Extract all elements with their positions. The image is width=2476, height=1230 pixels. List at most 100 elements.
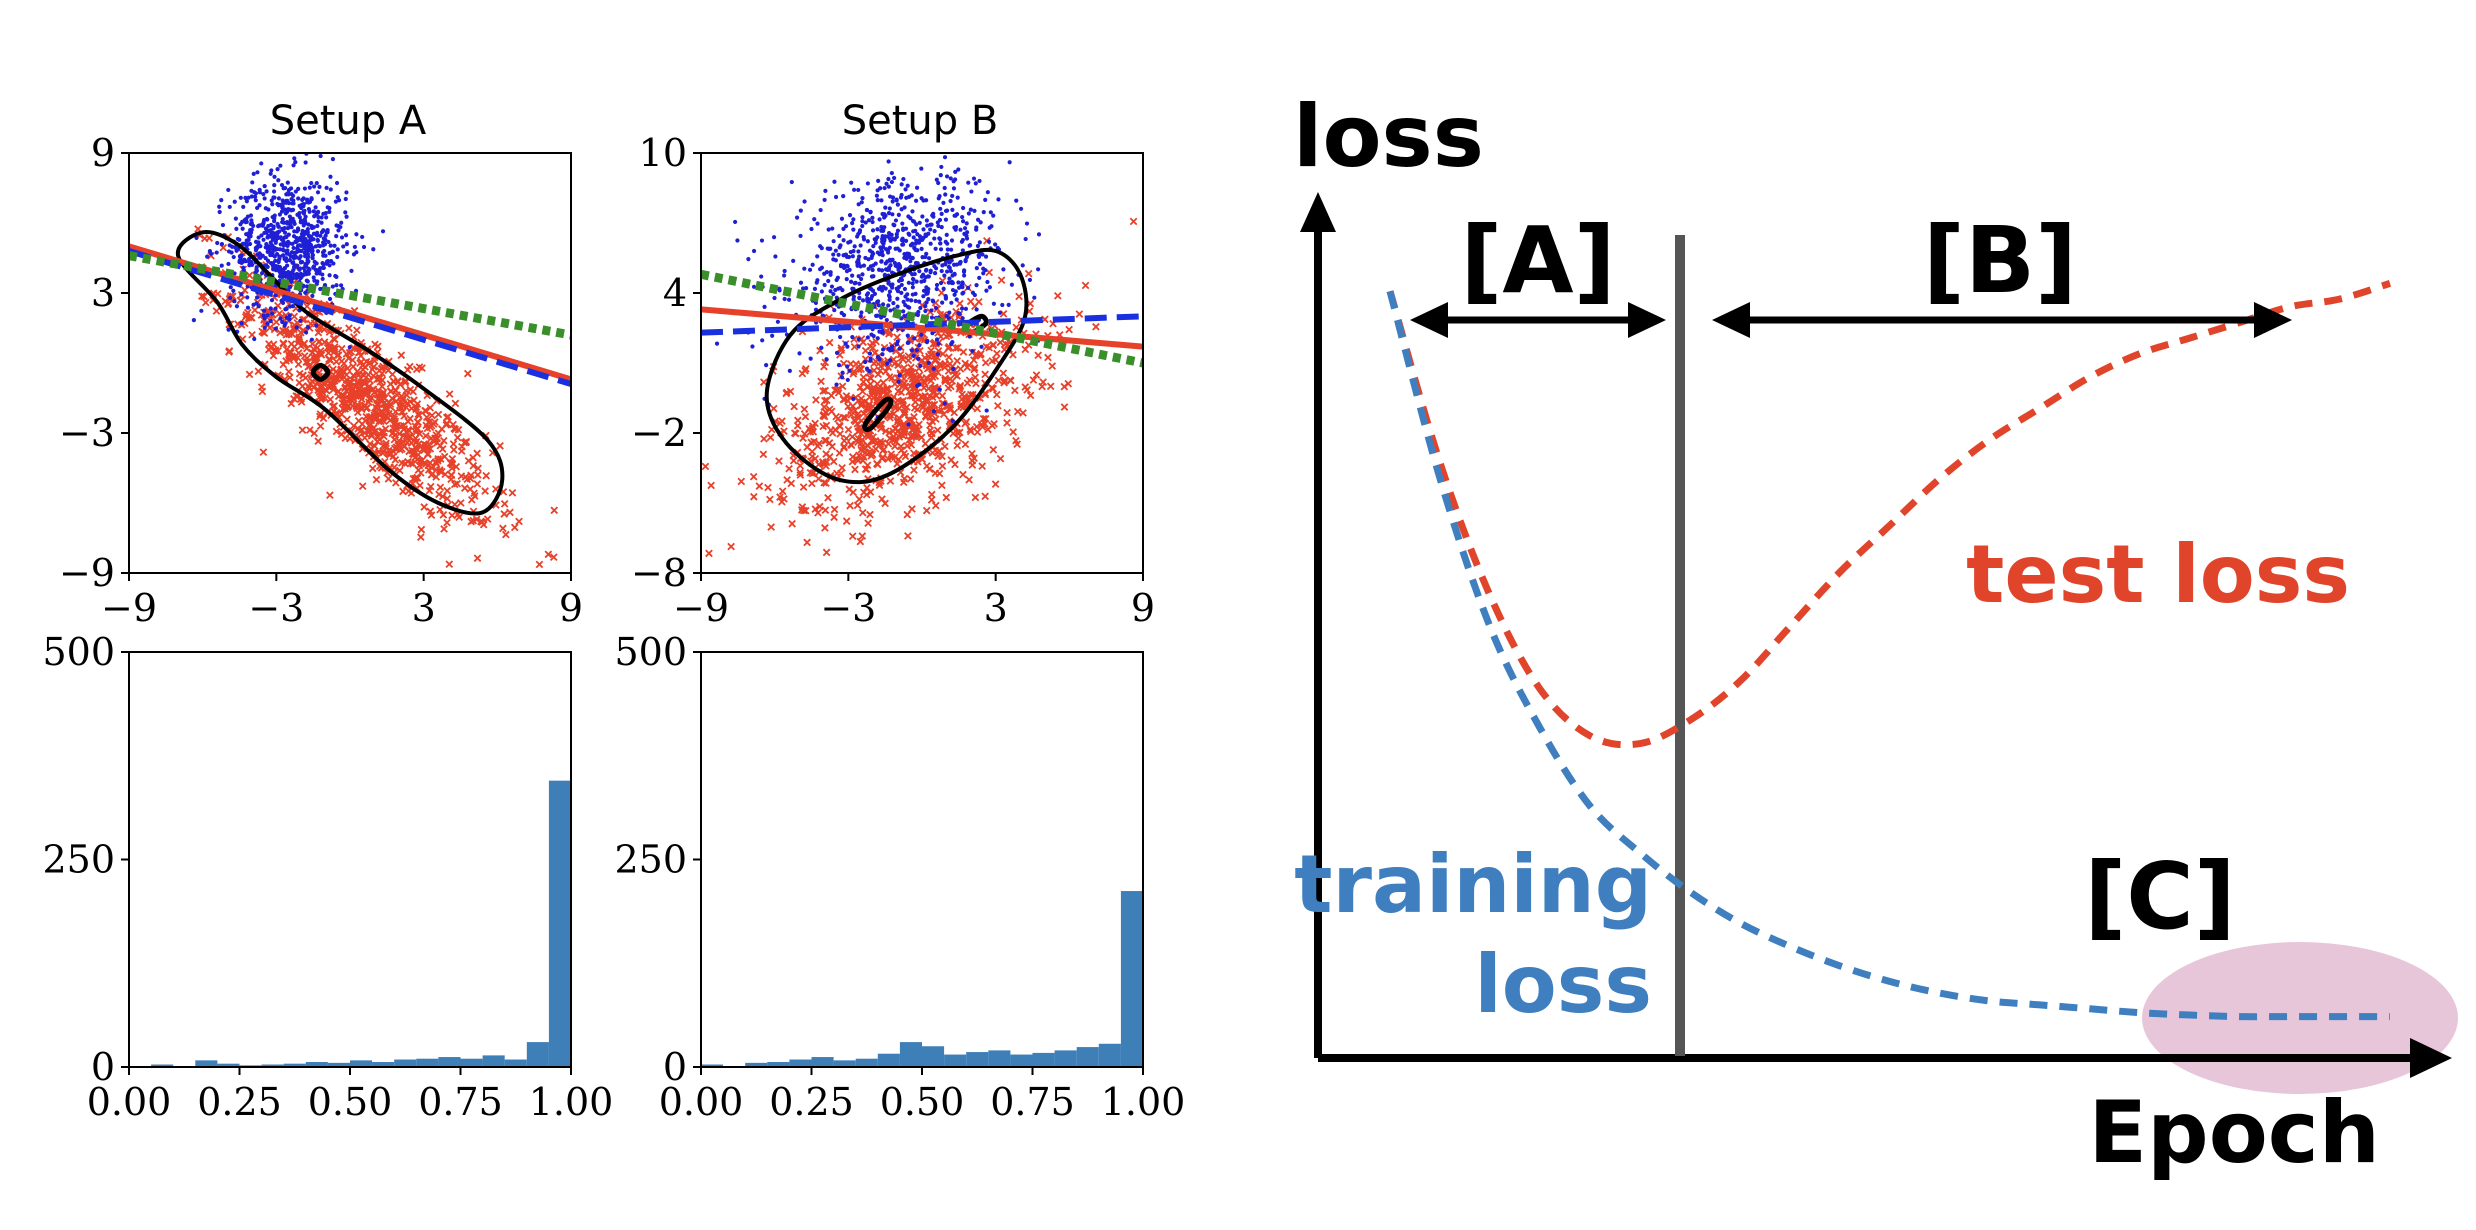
setup-a-red-point: [300, 340, 308, 349]
setup-b-blue-point: [863, 359, 868, 365]
setup-a-red-point: [434, 454, 443, 463]
setup-a-blue-point: [315, 210, 321, 215]
setup-b-blue-point: [944, 208, 950, 213]
setup-b-red-point: [827, 407, 836, 416]
setup-b-red-point: [938, 462, 947, 470]
setup-b-blue-point: [984, 408, 989, 413]
setup-b-red-point: [853, 501, 862, 510]
setup-b-red-point: [749, 472, 758, 481]
setup-b-red-point: [954, 343, 962, 352]
setup-a-blue-point: [314, 271, 319, 276]
setup-a-red-point: [399, 394, 407, 402]
setup-b-blue-point: [856, 249, 861, 254]
setup-b-blue-point: [887, 236, 893, 241]
setup-b-blue-point: [773, 254, 778, 259]
setup-b-red-point: [955, 299, 964, 308]
setup-b-histogram-bar: [833, 1060, 856, 1067]
test-loss-curve: [1386, 280, 2392, 749]
setup-a-blue-point: [215, 240, 220, 246]
setup-a-blue-point: [344, 214, 349, 219]
setup-a-blue-point: [219, 197, 224, 203]
setup-b-red-point: [783, 476, 791, 484]
setup-a-blue-point: [320, 250, 326, 255]
setup-b-red-point: [994, 401, 1002, 410]
setup-a-blue-point: [257, 187, 262, 192]
setup-b-blue-point: [906, 194, 912, 199]
setup-b-blue-point: [996, 197, 1001, 202]
setup-b-red-point: [970, 365, 979, 374]
setup-b-blue-point: [878, 245, 883, 250]
setup-a-blue-point: [286, 190, 291, 196]
loss-axis-label: loss: [1293, 87, 1484, 187]
setup-b-blue-point: [923, 232, 928, 237]
setup-b-blue-point: [910, 209, 915, 214]
setup-a-blue-point: [296, 186, 301, 191]
setup-b-histogram-bar: [701, 1064, 724, 1067]
setup-a-histogram-bar: [460, 1058, 483, 1067]
setup-a-title: Setup A: [270, 98, 427, 144]
setup-a-red-point: [221, 297, 230, 306]
setup-b-blue-point: [797, 351, 802, 356]
setup-a-red-point: [481, 487, 489, 495]
setup-a-red-point: [399, 425, 408, 434]
setup-b-blue-point: [836, 362, 842, 368]
setup-b-blue-point: [905, 333, 910, 338]
setup-a-red-point: [342, 376, 351, 384]
setup-b-blue-point: [856, 259, 861, 264]
setup-a-blue-point: [268, 306, 273, 311]
setup-b-blue-point: [964, 221, 969, 226]
setup-a-blue-point: [285, 207, 291, 212]
setup-b-blue-point: [891, 300, 896, 306]
setup-a-blue-point: [292, 221, 297, 226]
setup-a-red-point: [496, 442, 504, 450]
setup-a-blue-point: [226, 187, 231, 193]
region-b-right-arrowhead-icon: [2254, 302, 2292, 338]
setup-a-blue-point: [371, 247, 376, 252]
setup-a-histogram-bar: [283, 1063, 306, 1067]
setup-b-histogram-y-tick-label: 0: [663, 1045, 687, 1089]
setup-b-red-point: [968, 449, 976, 458]
setup-b-blue-point: [822, 282, 827, 288]
setup-a-blue-point: [315, 237, 320, 243]
setup-b-red-point: [867, 449, 876, 458]
setup-b-blue-point: [932, 264, 937, 269]
setup-b-blue-point: [966, 211, 971, 216]
setup-a-blue-point: [320, 260, 325, 266]
region-a-right-arrowhead-icon: [1628, 302, 1666, 338]
setup-a-red-point: [356, 359, 364, 368]
setup-b-blue-point: [850, 221, 855, 226]
setup-a-blue-point: [253, 191, 259, 196]
setup-a-red-point: [272, 318, 281, 326]
setup-b-blue-point: [934, 148, 938, 152]
setup-b-blue-point: [948, 198, 953, 204]
setup-b-red-point: [903, 510, 912, 519]
setup-b-blue-point: [923, 303, 928, 309]
setup-a-red-point: [352, 326, 361, 335]
setup-a-red-point: [409, 387, 418, 396]
setup-b-blue-point: [953, 289, 958, 294]
setup-a-blue-point: [299, 231, 305, 237]
setup-b-red-point: [931, 415, 940, 423]
setup-b-blue-point: [841, 238, 846, 243]
setup-b-red-point: [898, 400, 907, 409]
setup-a-blue-point: [310, 252, 315, 258]
setup-b-y-tick-label: −2: [631, 411, 687, 455]
setup-a-red-point: [373, 410, 382, 418]
setup-a-blue-point: [294, 255, 299, 260]
setup-b-blue-point: [950, 207, 955, 212]
setup-a-blue-point: [249, 194, 254, 199]
setup-b-blue-point: [921, 235, 926, 240]
setup-b-red-point: [873, 439, 882, 447]
setup-b-blue-point: [890, 270, 895, 275]
setup-a-blue-point: [272, 195, 277, 200]
setup-a-blue-point: [305, 325, 311, 330]
setup-a-red-point: [348, 356, 357, 364]
setup-b-blue-point: [798, 280, 804, 285]
setup-a-x-tick-label: 3: [412, 586, 436, 630]
setup-a-red-point: [409, 437, 418, 445]
setup-a-blue-point: [269, 232, 274, 238]
setup-a-blue-point: [287, 317, 292, 322]
setup-a-blue-point: [305, 259, 311, 264]
setup-a-blue-point: [308, 234, 314, 239]
setup-b-red-point: [820, 362, 828, 371]
